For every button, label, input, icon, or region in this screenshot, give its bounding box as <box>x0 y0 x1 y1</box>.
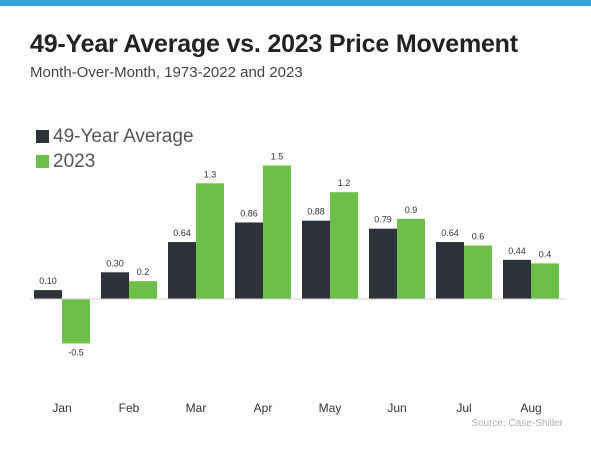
data-label-feb-average: 0.30 <box>106 258 124 268</box>
bar-aug-average <box>503 259 531 299</box>
data-label-mar-2023: 1.3 <box>204 169 217 179</box>
bar-may-2023 <box>330 192 358 299</box>
bar-apr-2023 <box>263 165 291 299</box>
x-tick-label-jun: Jun <box>387 401 406 415</box>
legend-swatch-average <box>36 130 49 143</box>
data-label-apr-2023: 1.5 <box>271 152 284 162</box>
legend-item-2023: 2023 <box>36 149 194 174</box>
data-label-feb-2023: 0.2 <box>137 267 150 277</box>
x-tick-label-jul: Jul <box>456 401 471 415</box>
bar-feb-2023 <box>129 281 157 299</box>
data-label-jul-average: 0.64 <box>441 228 459 238</box>
bar-jun-average <box>369 228 397 299</box>
bar-aug-2023 <box>531 263 559 299</box>
x-tick-label-jan: Jan <box>52 401 71 415</box>
top-accent-stripe <box>0 0 591 6</box>
legend-label-2023: 2023 <box>53 150 96 172</box>
bar-feb-average <box>101 272 129 299</box>
x-tick-label-mar: Mar <box>186 401 207 415</box>
bar-jan-2023 <box>62 299 90 344</box>
x-tick-label-may: May <box>319 401 342 415</box>
x-tick-label-feb: Feb <box>119 401 140 415</box>
data-label-jul-2023: 0.6 <box>472 232 485 242</box>
chart-subtitle: Month-Over-Month, 1973-2022 and 2023 <box>30 64 303 81</box>
data-label-may-average: 0.88 <box>307 207 325 217</box>
legend-label-average: 49-Year Average <box>53 125 194 147</box>
legend-item-average: 49-Year Average <box>36 124 194 149</box>
bar-jul-2023 <box>464 245 492 299</box>
bar-mar-average <box>168 242 196 299</box>
chart-title: 49-Year Average vs. 2023 Price Movement <box>30 30 518 58</box>
data-label-jan-average: 0.10 <box>39 276 57 286</box>
bar-jun-2023 <box>397 218 425 299</box>
x-tick-label-apr: Apr <box>254 401 273 415</box>
legend-swatch-2023 <box>36 155 49 168</box>
bar-jul-average <box>436 242 464 299</box>
legend: 49-Year Average 2023 <box>36 124 194 174</box>
bar-apr-average <box>235 222 263 299</box>
data-label-jun-average: 0.79 <box>374 215 392 225</box>
data-label-aug-average: 0.44 <box>508 246 526 256</box>
data-label-apr-average: 0.86 <box>240 208 258 218</box>
x-tick-label-aug: Aug <box>520 401 541 415</box>
bar-may-average <box>302 220 330 299</box>
source-note: Source: Case-Shiller <box>471 418 563 429</box>
data-label-may-2023: 1.2 <box>338 178 351 188</box>
bar-jan-average <box>34 290 62 299</box>
data-label-jan-2023: -0.5 <box>68 348 84 358</box>
data-label-jun-2023: 0.9 <box>405 205 418 215</box>
data-label-mar-average: 0.64 <box>173 228 191 238</box>
bar-mar-2023 <box>196 183 224 299</box>
data-label-aug-2023: 0.4 <box>539 249 552 259</box>
